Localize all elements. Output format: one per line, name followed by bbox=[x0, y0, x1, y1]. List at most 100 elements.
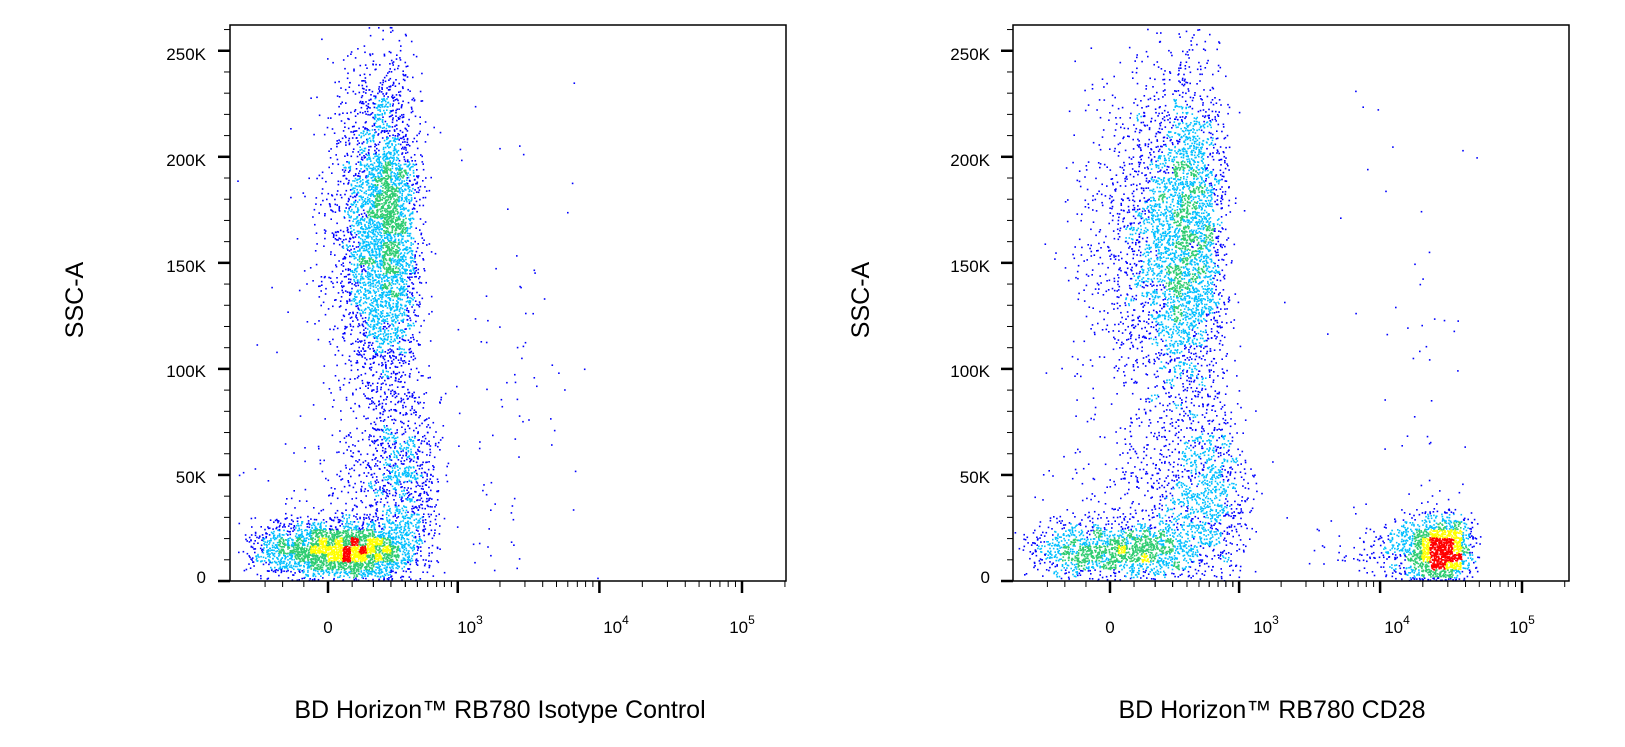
event-dot bbox=[253, 548, 255, 550]
event-dot bbox=[334, 203, 337, 206]
event-dot bbox=[269, 556, 271, 558]
event-dot bbox=[307, 559, 309, 561]
event-dot bbox=[301, 531, 303, 533]
event-dot bbox=[308, 541, 310, 544]
event-dot bbox=[340, 120, 343, 122]
event-dot bbox=[299, 568, 302, 571]
event-dot bbox=[408, 576, 411, 578]
event-dot bbox=[385, 143, 387, 145]
event-dot bbox=[345, 530, 347, 532]
event-dot bbox=[316, 567, 319, 569]
event-dot bbox=[342, 557, 344, 560]
event-dot bbox=[277, 529, 279, 532]
event-dot bbox=[394, 538, 397, 541]
event-dot bbox=[287, 569, 289, 572]
event-dot bbox=[359, 231, 362, 233]
event-dot bbox=[362, 546, 364, 549]
event-dot bbox=[387, 416, 390, 418]
event-dot bbox=[355, 547, 357, 550]
event-dot bbox=[362, 545, 365, 547]
event-dot bbox=[364, 561, 366, 563]
event-dot bbox=[419, 218, 422, 220]
event-dot bbox=[335, 231, 337, 234]
event-dot bbox=[349, 189, 352, 191]
event-dot bbox=[404, 339, 407, 342]
event-dot bbox=[299, 547, 302, 550]
event-dot bbox=[325, 533, 328, 536]
event-dot bbox=[317, 533, 319, 535]
event-dot bbox=[368, 381, 371, 384]
event-dot bbox=[397, 393, 400, 395]
event-dot bbox=[322, 557, 324, 559]
event-dot bbox=[396, 208, 398, 211]
event-dot bbox=[307, 515, 309, 518]
event-dot bbox=[271, 552, 273, 554]
event-dot bbox=[415, 561, 417, 564]
event-dot bbox=[391, 228, 394, 230]
event-dot bbox=[411, 98, 413, 101]
event-dot bbox=[353, 229, 355, 231]
event-dot bbox=[303, 537, 306, 540]
event-dot bbox=[310, 552, 312, 554]
event-dot bbox=[303, 547, 306, 549]
event-dot bbox=[386, 142, 389, 144]
event-dot bbox=[315, 559, 317, 562]
event-dot bbox=[293, 550, 296, 553]
event-dot bbox=[361, 539, 363, 542]
event-dot bbox=[346, 112, 348, 114]
event-dot bbox=[320, 203, 322, 206]
event-dot bbox=[330, 560, 333, 562]
event-dot bbox=[370, 520, 372, 523]
event-dot bbox=[282, 542, 284, 544]
event-dot bbox=[284, 539, 287, 541]
event-dot bbox=[278, 567, 280, 570]
event-dot bbox=[363, 556, 366, 559]
event-dot bbox=[362, 521, 365, 523]
event-dot bbox=[387, 174, 389, 177]
event-dot bbox=[374, 571, 377, 574]
event-dot bbox=[337, 558, 339, 560]
event-dot bbox=[362, 196, 364, 198]
event-dot bbox=[345, 538, 348, 541]
event-dot bbox=[335, 546, 338, 549]
event-dot bbox=[261, 560, 263, 562]
event-dot bbox=[303, 566, 305, 568]
event-dot bbox=[292, 551, 295, 554]
event-dot bbox=[335, 543, 337, 546]
event-dot bbox=[398, 39, 401, 42]
event-dot bbox=[289, 533, 292, 536]
event-dot bbox=[313, 569, 315, 571]
event-dot bbox=[289, 561, 291, 563]
event-dot bbox=[393, 211, 395, 214]
event-dot bbox=[375, 566, 377, 568]
event-dot bbox=[305, 555, 308, 558]
event-dot bbox=[310, 542, 312, 544]
event-dot bbox=[305, 553, 307, 556]
event-dot bbox=[282, 540, 285, 542]
event-dot bbox=[361, 532, 364, 535]
event-dot bbox=[382, 540, 384, 542]
event-dot bbox=[395, 535, 397, 538]
event-dot bbox=[386, 566, 388, 568]
event-dot bbox=[238, 551, 240, 554]
event-dot bbox=[321, 532, 323, 534]
event-dot bbox=[297, 568, 299, 571]
event-dot bbox=[411, 254, 414, 256]
event-dot bbox=[263, 537, 266, 540]
event-dot bbox=[325, 545, 327, 548]
event-dot bbox=[278, 551, 281, 554]
event-dot bbox=[416, 542, 418, 544]
x-tick-label: 104 bbox=[603, 613, 629, 637]
event-dot bbox=[317, 522, 320, 525]
event-dot bbox=[302, 569, 305, 571]
event-dot bbox=[353, 563, 355, 565]
event-dot bbox=[370, 333, 372, 336]
event-dot bbox=[427, 133, 429, 136]
event-dot bbox=[302, 558, 305, 561]
event-dot bbox=[376, 231, 379, 234]
event-dot bbox=[386, 560, 389, 562]
event-dot bbox=[351, 550, 354, 552]
event-dot bbox=[364, 555, 367, 558]
event-dot bbox=[406, 534, 408, 537]
event-dot bbox=[325, 534, 328, 537]
